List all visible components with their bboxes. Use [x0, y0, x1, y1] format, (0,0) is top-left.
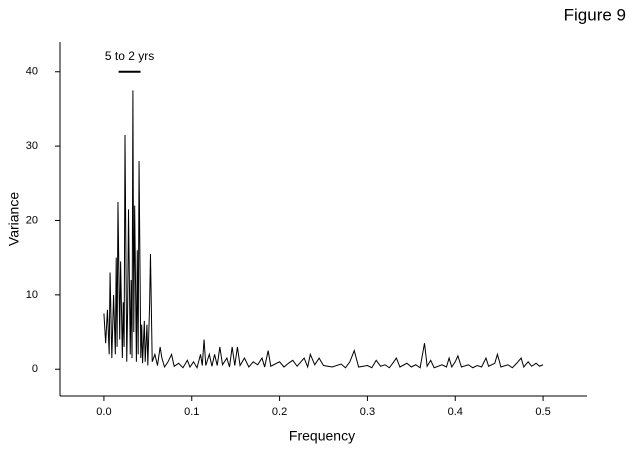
- x-tick-label: 0.0: [96, 406, 111, 418]
- y-tick-label: 30: [26, 140, 38, 152]
- x-tick-label: 0.4: [448, 406, 463, 418]
- spectrum-line: [103, 90, 544, 370]
- x-tick-label: 0.1: [184, 406, 199, 418]
- y-tick-label: 10: [26, 289, 38, 301]
- annotation-text: 5 to 2 yrs: [105, 49, 154, 63]
- y-axis-title: Variance: [6, 192, 22, 246]
- y-tick-label: 0: [32, 363, 38, 375]
- y-tick-label: 40: [26, 66, 38, 78]
- x-axis-title: Frequency: [289, 428, 355, 444]
- y-tick-label: 20: [26, 214, 38, 226]
- x-tick-label: 0.3: [360, 406, 375, 418]
- x-tick-label: 0.2: [272, 406, 287, 418]
- figure-label: Figure 9: [564, 5, 626, 24]
- x-tick-label: 0.5: [535, 406, 550, 418]
